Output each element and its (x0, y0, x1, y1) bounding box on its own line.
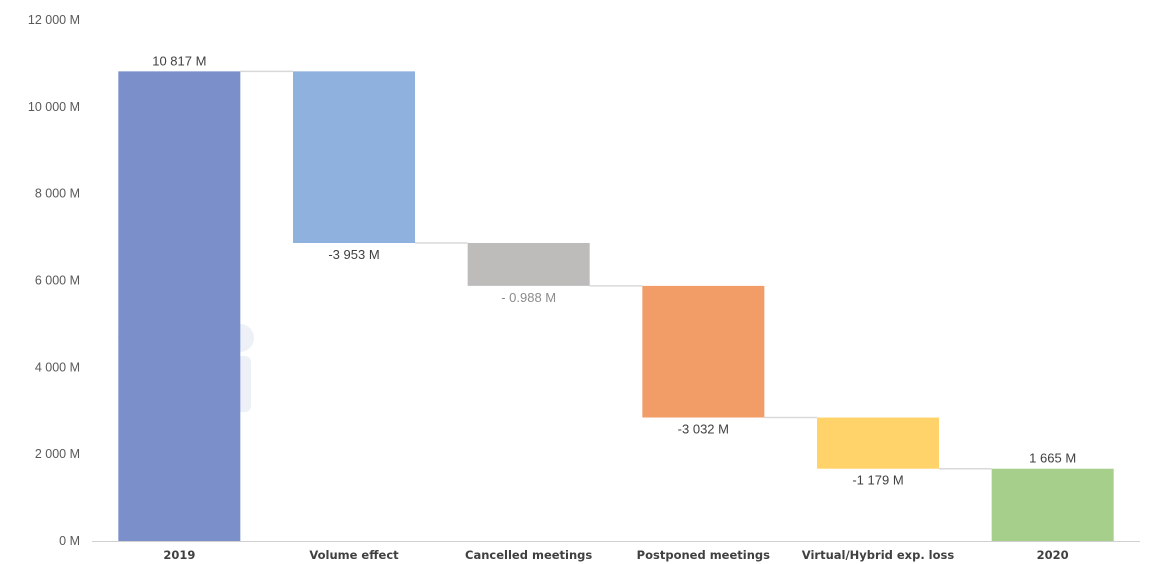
data-label: -3 032 M (678, 422, 729, 437)
data-label: 10 817 M (152, 53, 206, 68)
bar-2020 (991, 468, 1114, 541)
data-label: -1 179 M (852, 473, 903, 488)
data-label: -3 953 M (328, 247, 379, 262)
bar-volume-effect (293, 71, 415, 243)
x-category-label: 2020 (1037, 548, 1069, 562)
data-label: - 0.988 M (501, 290, 556, 305)
x-category-label: Volume effect (309, 548, 399, 562)
y-tick-label: 8 000 M (35, 187, 80, 201)
bar-postponed-meetings (642, 285, 765, 418)
data-labels: 10 817 M -3 953 M - 0.988 M -3 032 M -1 179 … (152, 53, 1076, 487)
y-tick-label: 12 000 M (28, 13, 80, 27)
data-label: 1 665 M (1029, 451, 1076, 466)
bar-2019 (118, 71, 241, 542)
x-category-label: Cancelled meetings (465, 548, 592, 562)
x-category-label: 2019 (163, 548, 195, 562)
x-category-label: Postponed meetings (637, 548, 770, 562)
y-tick-label: 10 000 M (28, 100, 80, 114)
y-tick-label: 2 000 M (35, 447, 80, 461)
y-tick-label: 6 000 M (35, 274, 80, 288)
y-tick-label: 0 M (59, 534, 80, 548)
bars (118, 71, 1114, 542)
x-category-label: Virtual/Hybrid exp. loss (802, 548, 955, 562)
connector-lines (240, 70, 992, 470)
x-axis: 2019 Volume effect Cancelled meetings Postp… (92, 541, 1140, 562)
bar-virtual-hybrid-exp-loss (817, 417, 939, 469)
bar-cancelled-meetings (467, 242, 590, 286)
y-tick-label: 4 000 M (35, 360, 80, 374)
y-axis: 0 M 2 000 M 4 000 M 6 000 M 8 000 M 10 000 M 1… (28, 13, 80, 548)
